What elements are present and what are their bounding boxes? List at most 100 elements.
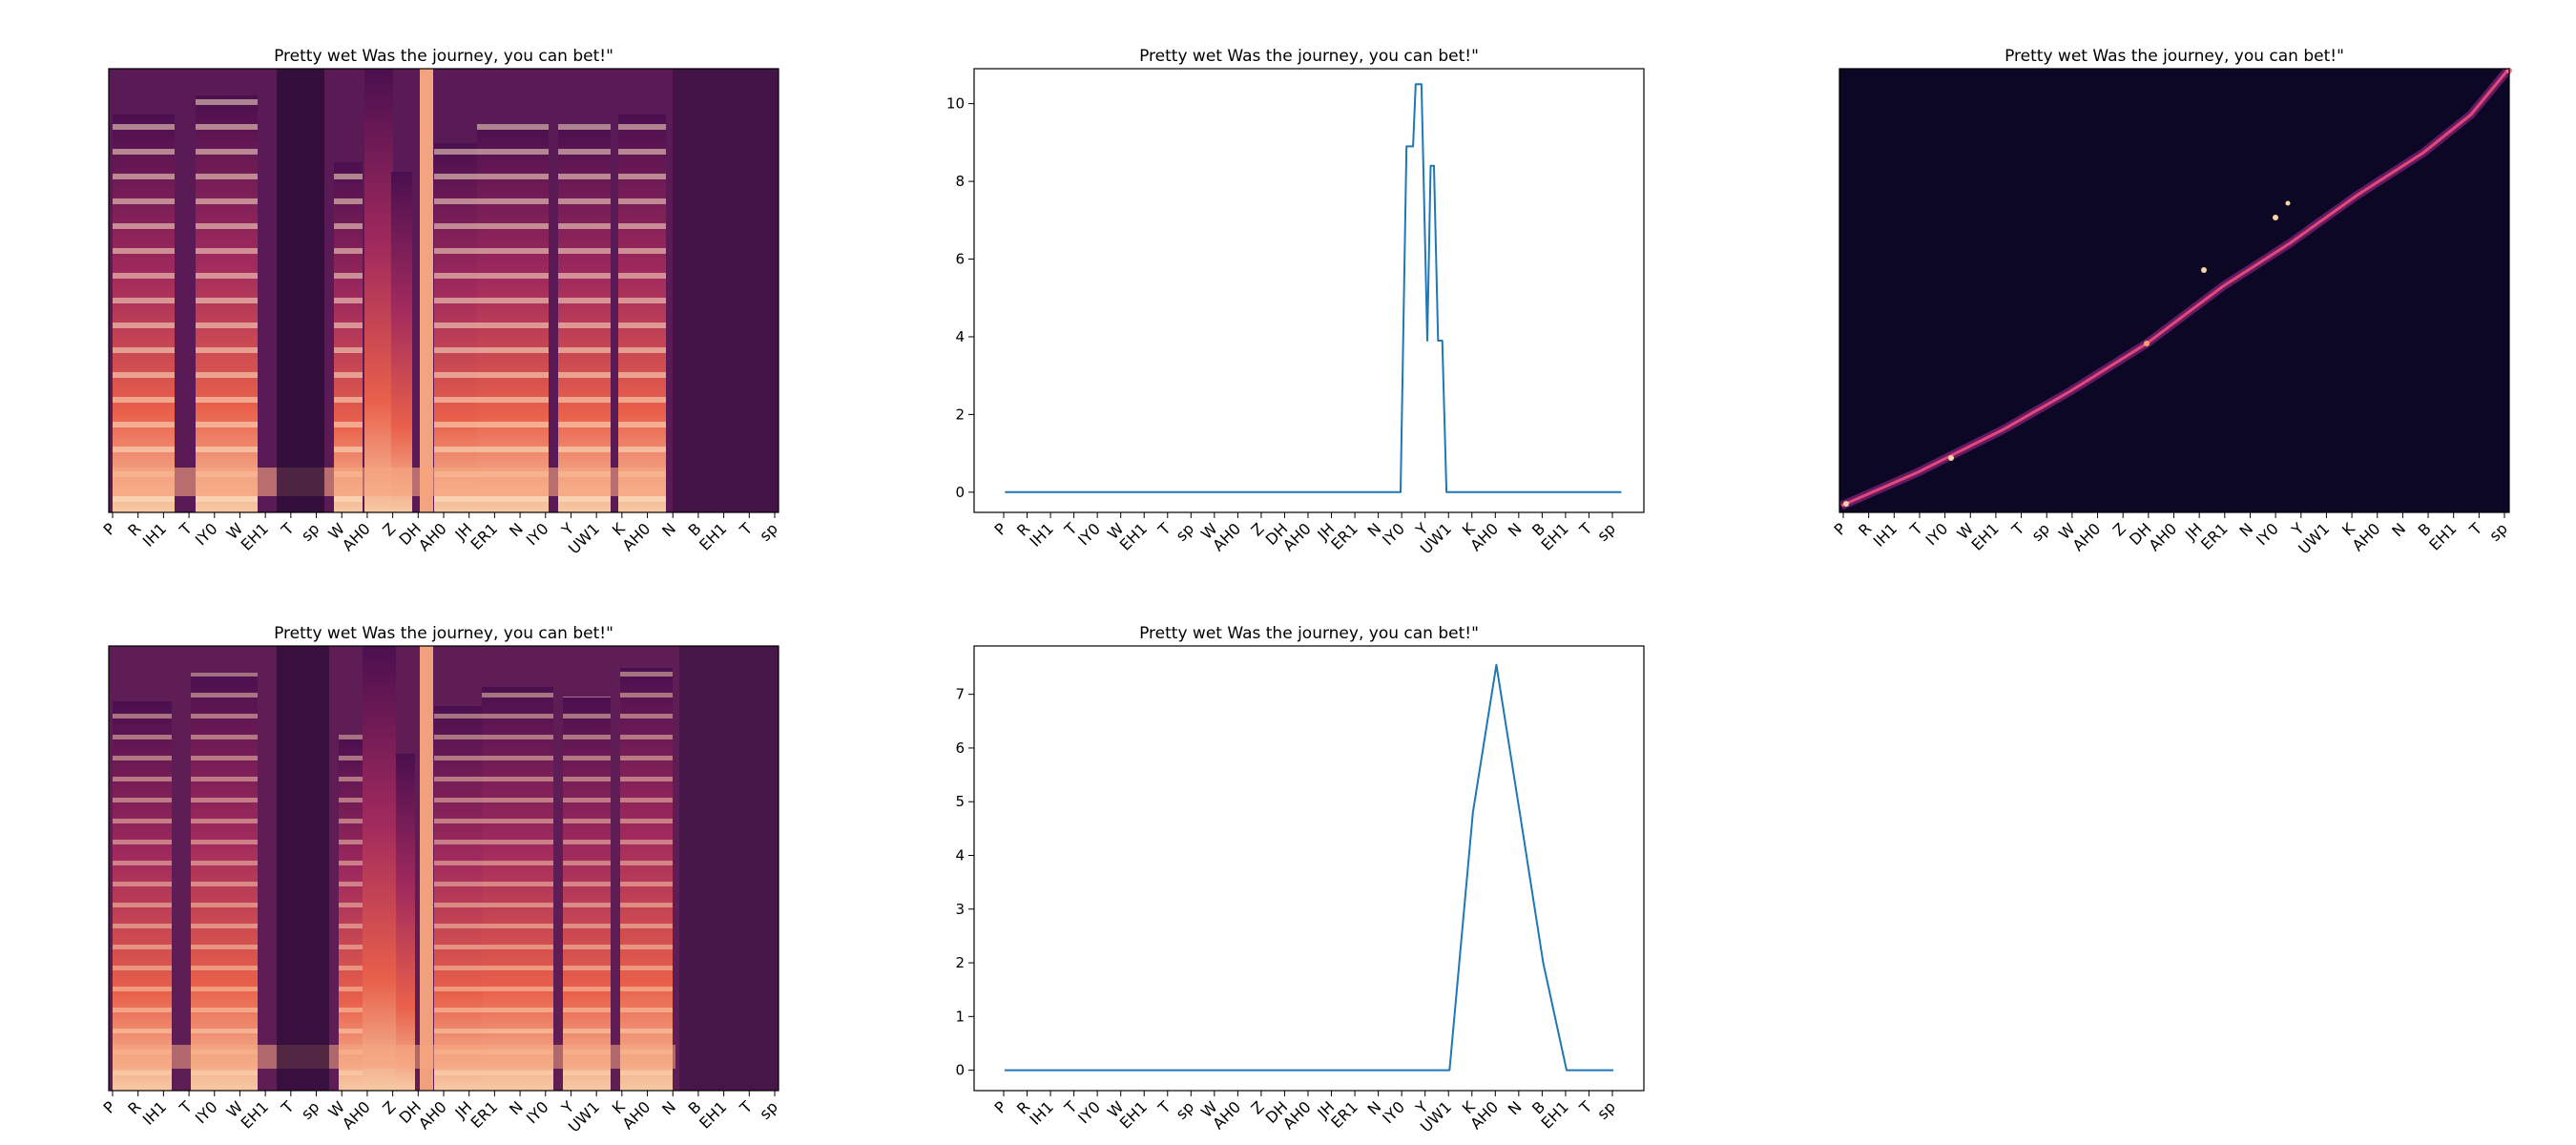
x-tick-label: UW1 [565, 519, 603, 557]
x-tick-label: sp [756, 1097, 781, 1123]
y-tick-label: 3 [955, 901, 965, 918]
x-tick-label: AH0 [1466, 519, 1502, 554]
x-tick-label: IH1 [139, 519, 170, 550]
x-tick-label: AH0 [339, 1097, 374, 1133]
x-tick-label: sp [1593, 1097, 1619, 1123]
chart-title: Pretty wet Was the journey, you can bet!… [1139, 47, 1479, 66]
x-tick-label: sp [2028, 519, 2054, 545]
x-tick-label: AH0 [1209, 519, 1244, 554]
x-tick-label: T [1575, 519, 1595, 539]
x-tick-label: N [658, 519, 679, 540]
x-tick-label: EH1 [1116, 1097, 1151, 1132]
x-tick-label: IH1 [1026, 1097, 1056, 1128]
panel-spectrogram-bottom: Pretty wet Was the journey, you can bet!… [100, 624, 781, 1135]
panel-alignment: Pretty wet Was the journey, you can bet!… [1831, 47, 2512, 557]
x-tick-label: AH0 [2145, 519, 2180, 554]
series-line [1004, 663, 1614, 1072]
x-tick-label: EH1 [696, 1097, 730, 1132]
x-tick-label: AH0 [2349, 519, 2384, 554]
x-tick-label: T [1154, 519, 1174, 539]
x-tick-label: AH0 [339, 519, 374, 554]
x-tick-label: N [2388, 519, 2409, 540]
x-tick-label: sp [298, 519, 323, 545]
x-tick-label: P [991, 519, 1011, 539]
y-tick-label: 1 [955, 1008, 965, 1025]
chart-title: Pretty wet Was the journey, you can bet!… [274, 624, 613, 643]
x-tick-label: IY0 [1074, 1097, 1104, 1127]
x-tick-label: N [658, 1097, 679, 1118]
x-tick-label: IY0 [1074, 519, 1104, 549]
x-tick-label: N [1505, 519, 1526, 540]
x-tick-label: AH0 [1279, 519, 1315, 554]
x-tick-label: P [100, 519, 120, 539]
x-tick-label: UW1 [565, 1097, 603, 1135]
x-tick-label: EH1 [1967, 519, 2002, 553]
x-tick-label: AH0 [1466, 1097, 1502, 1133]
x-tick-label: sp [1173, 1097, 1198, 1123]
chart-title: Pretty wet Was the journey, you can bet!… [1139, 624, 1479, 643]
x-tick-label: AH0 [1279, 1097, 1315, 1133]
y-tick-label: 7 [955, 686, 965, 703]
x-tick-label: EH1 [238, 1097, 272, 1132]
y-tick-label: 6 [955, 739, 965, 757]
y-tick-label: 10 [946, 95, 965, 113]
y-tick-label: 2 [955, 406, 965, 423]
x-tick-label: IY0 [1379, 519, 1408, 549]
y-tick-label: 4 [955, 846, 965, 864]
x-tick-label: EH1 [2425, 519, 2460, 553]
x-tick-label: AH0 [618, 519, 654, 554]
x-tick-label: EH1 [696, 519, 730, 553]
y-tick-label: 2 [955, 954, 965, 971]
x-tick-label: AH0 [1209, 1097, 1244, 1133]
x-tick-label: ER1 [2197, 519, 2232, 553]
x-tick-label: ER1 [1327, 519, 1361, 553]
y-tick-label: 4 [955, 328, 965, 345]
x-tick-label: EH1 [1537, 519, 1571, 553]
spectrogram-voiced-segments [113, 646, 675, 1091]
y-tick-label: 0 [955, 484, 965, 501]
x-tick-label: AH0 [2068, 519, 2104, 554]
spectrogram-silence-segments [277, 69, 779, 512]
x-tick-label: sp [756, 519, 781, 545]
y-tick-label: 5 [955, 793, 965, 810]
panel-spectrogram-top: Pretty wet Was the journey, you can bet!… [100, 47, 781, 557]
x-tick-label: T [1154, 1097, 1174, 1117]
x-tick-label: AH0 [618, 1097, 654, 1133]
x-tick-label: IY0 [523, 1097, 552, 1127]
alignment-background [1839, 69, 2509, 512]
x-tick-label: sp [1173, 519, 1198, 545]
x-tick-label: ER1 [467, 519, 502, 553]
x-tick-label: IY0 [192, 1097, 221, 1127]
x-tick-label: T [736, 519, 756, 539]
spectrogram-silence-segments [277, 646, 779, 1091]
spectrogram-voiced-segments [113, 69, 666, 512]
x-tick-label: sp [298, 1097, 323, 1123]
x-tick-label: ER1 [467, 1097, 502, 1132]
x-tick-label: T [278, 1097, 298, 1117]
x-tick-label: IH1 [1026, 519, 1056, 550]
x-tick-label: IY0 [1922, 519, 1952, 549]
x-tick-label: IY0 [523, 519, 552, 549]
x-tick-label: T [278, 519, 298, 539]
x-tick-label: EH1 [238, 519, 272, 553]
series-line [1005, 83, 1622, 493]
x-tick-label: T [736, 1097, 756, 1117]
x-tick-label: AH0 [415, 1097, 450, 1133]
x-tick-label: sp [1593, 519, 1619, 545]
x-tick-label: P [1831, 519, 1851, 539]
x-tick-label: EH1 [1537, 1097, 1571, 1132]
chart-title: Pretty wet Was the journey, you can bet!… [274, 47, 613, 66]
x-tick-label: IH1 [139, 1097, 170, 1128]
x-tick-label: T [2465, 519, 2485, 539]
y-tick-label: 0 [955, 1062, 965, 1079]
x-tick-label: N [1505, 1097, 1526, 1118]
y-tick-label: 6 [955, 251, 965, 268]
x-tick-label: IY0 [1379, 1097, 1408, 1127]
x-tick-label: AH0 [415, 519, 450, 554]
plot-frame [973, 645, 1645, 1092]
plot-frame [973, 68, 1645, 513]
